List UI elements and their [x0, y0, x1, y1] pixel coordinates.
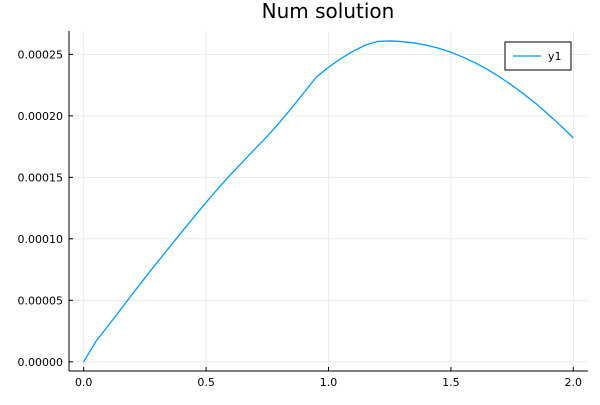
- x-tick-label: 1.5: [442, 376, 460, 389]
- y-tick-label: 0.00025: [18, 48, 64, 61]
- chart-title: Num solution: [262, 0, 395, 23]
- y-tick-label: 0.00000: [18, 356, 64, 369]
- axes: [68, 31, 588, 372]
- y-tick-label: 0.00020: [18, 110, 64, 123]
- tick-labels: 0.0 0.5 1.0 1.5 2.0 0.00000 0.00005 0.00010 0.00…: [18, 48, 583, 389]
- y-tick-label: 0.00015: [18, 171, 64, 184]
- x-tick-label: 2.0: [565, 376, 583, 389]
- legend-label: y1: [548, 50, 562, 63]
- legend: y1: [504, 41, 572, 71]
- series-line-y1: [83, 40, 574, 363]
- x-tick-label: 1.0: [320, 376, 338, 389]
- y-tick-label: 0.00005: [18, 294, 64, 307]
- series: [83, 40, 574, 363]
- grid: [69, 31, 588, 371]
- x-tick-label: 0.5: [197, 376, 215, 389]
- y-tick-label: 0.00010: [18, 233, 64, 246]
- x-tick-label: 0.0: [75, 376, 93, 389]
